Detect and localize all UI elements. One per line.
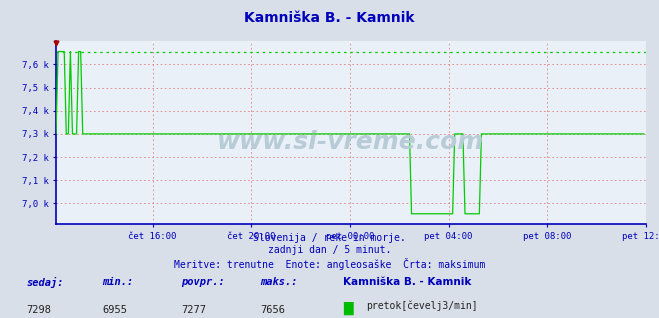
Text: 7277: 7277 xyxy=(181,305,206,315)
Text: Slovenija / reke in morje.: Slovenija / reke in morje. xyxy=(253,233,406,243)
Text: zadnji dan / 5 minut.: zadnji dan / 5 minut. xyxy=(268,245,391,255)
Text: www.si-vreme.com: www.si-vreme.com xyxy=(217,130,484,154)
Text: Meritve: trenutne  Enote: angleosaške  Črta: maksimum: Meritve: trenutne Enote: angleosaške Črt… xyxy=(174,258,485,270)
Text: Kamniška B. - Kamnik: Kamniška B. - Kamnik xyxy=(244,11,415,25)
Text: min.:: min.: xyxy=(102,277,133,287)
Text: 6955: 6955 xyxy=(102,305,127,315)
Text: 7656: 7656 xyxy=(260,305,285,315)
Text: pretok[čevelj3/min]: pretok[čevelj3/min] xyxy=(366,301,477,311)
Text: █: █ xyxy=(343,302,353,315)
Text: maks.:: maks.: xyxy=(260,277,298,287)
Text: Kamniška B. - Kamnik: Kamniška B. - Kamnik xyxy=(343,277,471,287)
Text: povpr.:: povpr.: xyxy=(181,277,225,287)
Text: sedaj:: sedaj: xyxy=(26,277,64,288)
Text: 7298: 7298 xyxy=(26,305,51,315)
